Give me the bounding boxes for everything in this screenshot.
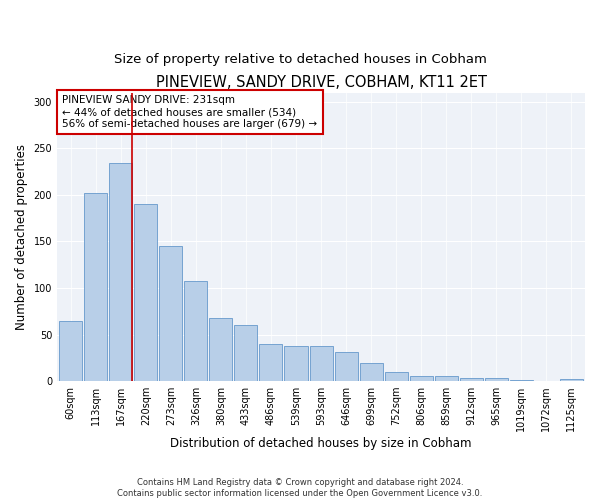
Text: Contains HM Land Registry data © Crown copyright and database right 2024.
Contai: Contains HM Land Registry data © Crown c…	[118, 478, 482, 498]
Bar	[310, 346, 332, 381]
Bar	[235, 325, 257, 381]
Bar	[160, 246, 182, 381]
Bar	[85, 193, 107, 381]
Title: PINEVIEW, SANDY DRIVE, COBHAM, KT11 2ET: PINEVIEW, SANDY DRIVE, COBHAM, KT11 2ET	[155, 75, 487, 90]
Bar	[284, 346, 308, 381]
Bar	[184, 280, 208, 381]
Bar	[385, 372, 407, 381]
Bar	[259, 344, 283, 381]
Bar	[560, 379, 583, 381]
Bar	[134, 204, 157, 381]
Y-axis label: Number of detached properties: Number of detached properties	[15, 144, 28, 330]
X-axis label: Distribution of detached houses by size in Cobham: Distribution of detached houses by size …	[170, 437, 472, 450]
Bar	[434, 376, 458, 381]
Bar	[335, 352, 358, 381]
Bar	[359, 364, 383, 381]
Bar	[109, 164, 133, 381]
Bar	[410, 376, 433, 381]
Bar	[485, 378, 508, 381]
Text: Size of property relative to detached houses in Cobham: Size of property relative to detached ho…	[113, 52, 487, 66]
Bar	[209, 318, 232, 381]
Bar	[59, 320, 82, 381]
Bar	[509, 380, 533, 381]
Bar	[460, 378, 482, 381]
Text: PINEVIEW SANDY DRIVE: 231sqm
← 44% of detached houses are smaller (534)
56% of s: PINEVIEW SANDY DRIVE: 231sqm ← 44% of de…	[62, 96, 317, 128]
